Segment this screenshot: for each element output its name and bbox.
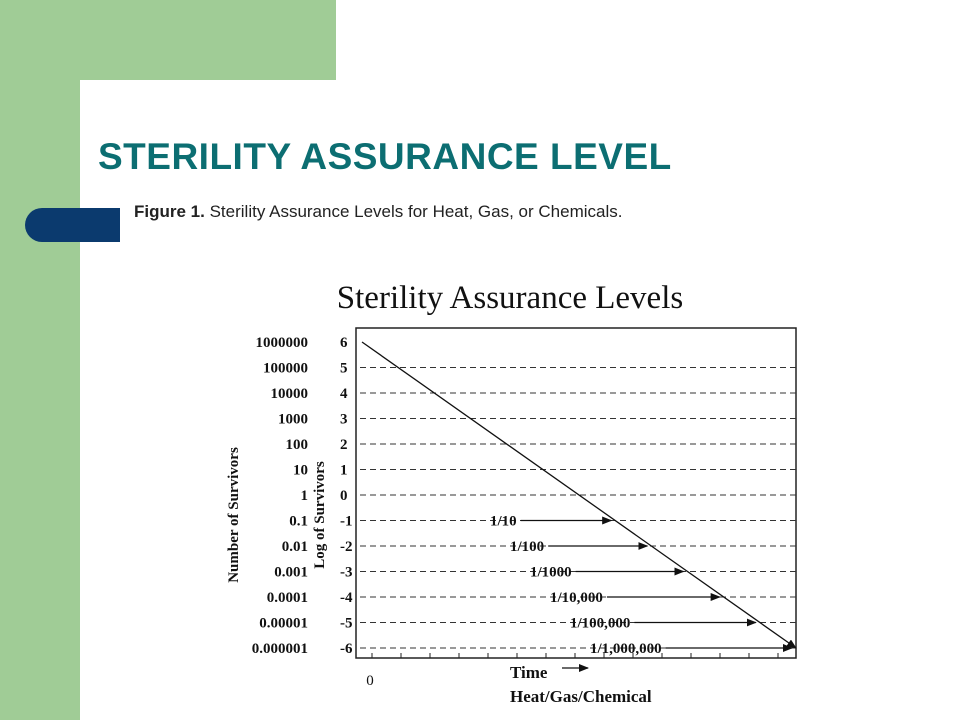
y-count-label: 1000000 [256,335,309,351]
annotation-label: 1/10,000 [550,590,603,606]
x-ticks [371,653,779,658]
series-group [361,341,797,649]
sidebar-green-band [0,0,80,720]
x-origin-label: 0 [366,673,374,689]
accent-bar [25,208,120,242]
y-count-label: 0.001 [274,565,308,581]
y-log-label: -4 [340,590,353,606]
y-log-label: -6 [340,641,353,657]
y-count-label: 0.1 [289,514,308,530]
y-count-label: 1 [301,488,309,504]
y-count-label: 100 [286,437,309,453]
figure-caption-text: Sterility Assurance Levels for Heat, Gas… [204,202,623,221]
slide-title: STERILITY ASSURANCE LEVEL [98,136,672,177]
y-log-label: 6 [340,335,348,351]
y-count-label: 10 [293,463,308,479]
chart-title: Sterility Assurance Levels [337,280,683,316]
y-count-label: 0.01 [282,539,308,555]
y-log-label: 4 [340,386,348,402]
y-log-label: 2 [340,437,348,453]
top-green-band [0,0,336,80]
annotation-group: 1/10 1/100 1/1000 1/10,000 1/100,000 1/1,000,… [490,514,793,657]
y-count-label: 100000 [263,361,308,377]
y-log-label: -2 [340,539,353,555]
annotation-label: 1/100,000 [570,616,630,632]
annotation-label: 1/1,000,000 [590,641,662,657]
x-axis-label: Time [510,663,548,682]
y-axis-label-outer: Number of Survivors [226,447,242,583]
y-axis-label-inner: Log of Survivors [312,461,328,569]
figure-caption-label: Figure 1. [134,202,205,221]
sterility-chart: Sterility Assurance Levels 1000000 610000… [226,280,800,706]
annotation-label: 1/10 [490,514,517,530]
y-log-label: -1 [340,514,353,530]
y-log-label: -3 [340,565,353,581]
y-count-label: 0.000001 [252,641,308,657]
survivor-line [361,341,797,649]
content-panel [80,80,960,720]
y-log-label: 3 [340,412,348,428]
annotation-label: 1/1000 [530,565,572,581]
plot-frame [355,327,797,659]
y-log-label: 5 [340,361,348,377]
annotation-label: 1/100 [510,539,544,555]
y-log-label: 1 [340,463,348,479]
y-log-label: 0 [340,488,348,504]
y-count-label: 0.0001 [267,590,308,606]
y-count-label: 1000 [278,412,308,428]
y-count-label: 10000 [271,386,309,402]
figure-caption: Figure 1. Sterility Assurance Levels for… [134,202,622,222]
y-count-label: 0.00001 [259,616,308,632]
y-log-label: -5 [340,616,353,632]
x-axis-label-2: Heat/Gas/Chemical [510,687,652,706]
